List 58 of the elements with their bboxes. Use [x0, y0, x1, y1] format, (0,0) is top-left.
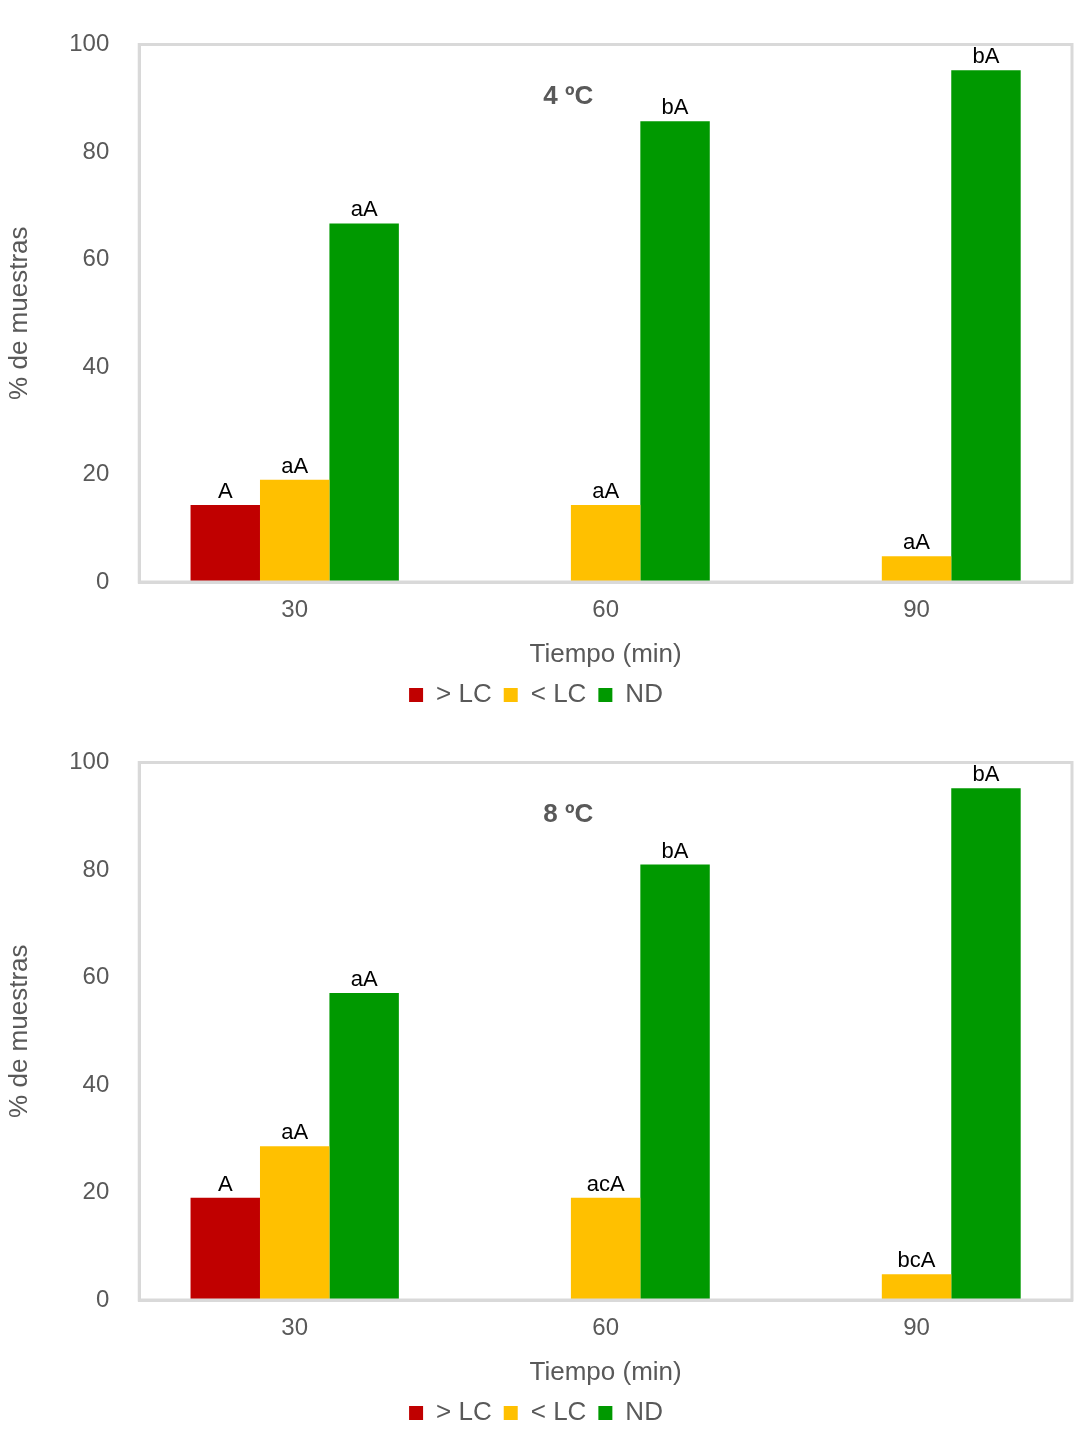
data-label: aA: [592, 478, 620, 504]
x-tick-label: 90: [903, 595, 930, 623]
legend-label: ND: [625, 678, 663, 709]
y-tick-label: 40: [82, 351, 110, 379]
y-axis-title: % de muestras: [2, 944, 33, 1118]
y-axis-title: % de muestras: [2, 226, 33, 400]
data-label: A: [217, 1170, 233, 1196]
legend-label: < LC: [530, 678, 587, 709]
y-tick-label: 20: [82, 1177, 110, 1205]
data-label: aA: [350, 196, 378, 222]
y-tick-label: 100: [69, 29, 110, 57]
y-tick-label: 40: [82, 1069, 110, 1097]
data-label: bA: [972, 761, 1000, 787]
bar: [190, 1197, 260, 1300]
bar: [640, 121, 710, 582]
bar: [881, 1274, 952, 1300]
data-label: aA: [903, 529, 931, 555]
x-axis-title: Tiempo (min): [529, 1355, 682, 1386]
x-tick-label: 60: [592, 595, 619, 623]
data-label: aA: [281, 452, 309, 478]
bar: [570, 505, 641, 582]
data-label: A: [217, 478, 233, 504]
data-label: bA: [972, 43, 1000, 69]
y-tick-label: 0: [95, 1284, 110, 1312]
bar: [881, 556, 952, 582]
y-tick-label: 80: [82, 136, 110, 164]
bar: [259, 479, 330, 582]
legend-label: < LC: [530, 1396, 587, 1427]
x-tick-label: 90: [903, 1313, 930, 1341]
text: 4 ºC: [543, 79, 594, 110]
y-tick-label: 60: [82, 962, 110, 990]
legend-label: ND: [625, 1396, 663, 1427]
bar: [259, 1146, 330, 1300]
data-label: bA: [661, 837, 689, 863]
x-tick-label: 30: [281, 1313, 309, 1341]
bar: [951, 70, 1021, 582]
data-label: bA: [661, 94, 689, 120]
data-label: aA: [350, 966, 378, 992]
bar: [190, 505, 260, 582]
legend-label: > LC: [436, 1396, 492, 1427]
x-axis-title: Tiempo (min): [529, 637, 682, 668]
text: 8 ºC: [543, 797, 594, 828]
x-tick-label: 30: [281, 595, 309, 623]
bar: [951, 788, 1021, 1300]
data-label: bcA: [897, 1247, 936, 1273]
data-label: acA: [586, 1170, 625, 1196]
y-tick-label: 0: [95, 566, 110, 594]
bar: [329, 223, 399, 582]
legend-label: > LC: [436, 678, 492, 709]
y-tick-label: 100: [69, 747, 110, 775]
data-label: aA: [281, 1119, 309, 1145]
y-tick-label: 60: [82, 244, 110, 272]
bar: [329, 993, 399, 1300]
y-tick-label: 80: [82, 854, 110, 882]
bar: [640, 864, 710, 1300]
y-tick-label: 20: [82, 459, 110, 487]
bar: [570, 1197, 641, 1300]
x-tick-label: 60: [592, 1313, 619, 1341]
